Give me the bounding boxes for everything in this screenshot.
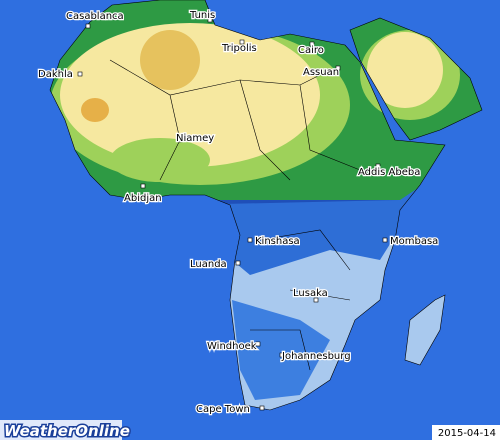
logo: WeatherOnline bbox=[4, 422, 130, 440]
city-dot bbox=[85, 23, 91, 29]
city-dot bbox=[375, 163, 381, 169]
city-label: Abidjan bbox=[124, 193, 162, 204]
city-label: Cairo bbox=[298, 45, 324, 56]
city-label: Tripolis bbox=[221, 43, 257, 54]
city-dot bbox=[235, 260, 241, 266]
borders bbox=[49, 0, 483, 411]
logo-bg bbox=[0, 420, 122, 440]
city-label: Addis Abeba bbox=[358, 167, 420, 178]
city-label: Kinshasa bbox=[255, 236, 300, 247]
city-dot bbox=[77, 71, 83, 77]
city-label: Lusaka bbox=[293, 288, 328, 299]
city-dot bbox=[255, 341, 261, 347]
date: 2015-04-14 bbox=[438, 428, 496, 439]
city-label: Johannesburg bbox=[281, 351, 351, 362]
city-dot bbox=[177, 137, 183, 143]
city-label: Casablanca bbox=[66, 11, 124, 22]
city-dot bbox=[140, 183, 146, 189]
cities: Casablanca Tunis Tripolis Cairo Assuan Dakhla… bbox=[37, 9, 440, 417]
city-dot bbox=[335, 65, 341, 71]
date-bg bbox=[432, 425, 500, 440]
city-label: Cape Town bbox=[196, 404, 250, 415]
city-label: Assuan bbox=[303, 67, 339, 78]
city-label: Windhoek bbox=[207, 341, 257, 352]
city-label: Dakhla bbox=[38, 69, 73, 80]
city-label: Mombasa bbox=[390, 236, 438, 247]
city-dot bbox=[259, 405, 265, 411]
city-dot bbox=[313, 297, 319, 303]
city-dot bbox=[247, 237, 253, 243]
city-dot bbox=[279, 352, 285, 358]
city-dot bbox=[239, 39, 245, 45]
city-label: Niamey bbox=[176, 133, 214, 144]
city-dot bbox=[207, 17, 213, 23]
city-dot bbox=[309, 41, 315, 47]
city-label: Luanda bbox=[190, 259, 227, 270]
city-label: Tunis bbox=[189, 10, 215, 21]
city-dot bbox=[382, 237, 388, 243]
